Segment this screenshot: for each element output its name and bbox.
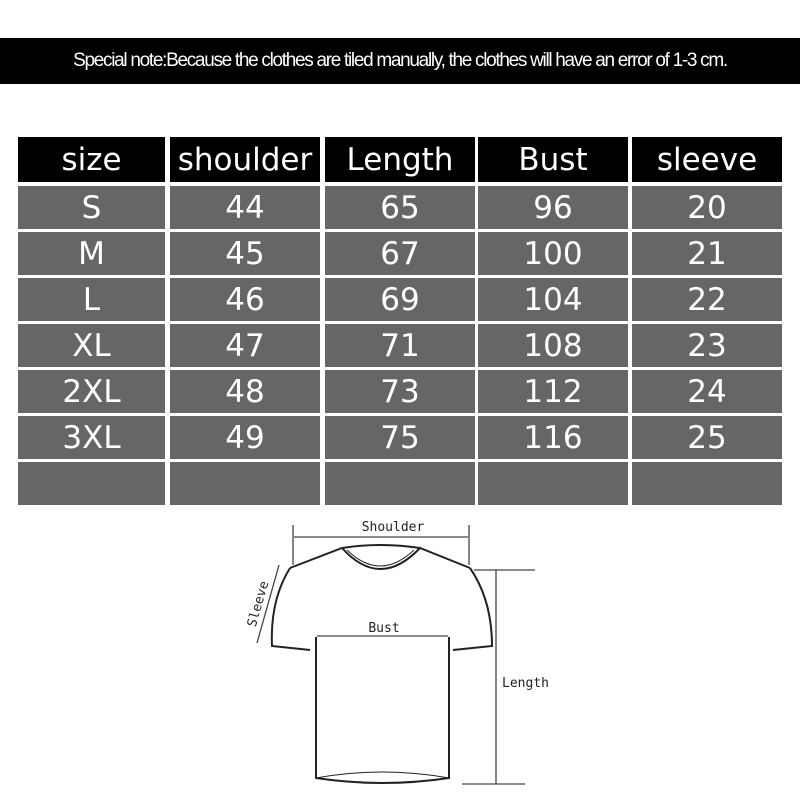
header-size: size [18,137,165,182]
bust-label: Bust [368,621,399,636]
cell-size: S [18,186,165,229]
cell-bust: 112 [478,370,628,413]
cell-sleeve: 22 [632,278,782,321]
cell-length [325,462,475,505]
cell-size: M [18,232,165,275]
header-bust: Bust [478,137,628,182]
header-length: Length [325,137,475,182]
cell-size: 2XL [18,370,165,413]
cell-size [18,462,165,505]
cell-sleeve [632,462,782,505]
cell-bust [478,462,628,505]
cell-sleeve: 25 [632,416,782,459]
cell-bust: 100 [478,232,628,275]
cell-shoulder: 49 [170,416,320,459]
cell-bust: 96 [478,186,628,229]
cell-shoulder: 48 [170,370,320,413]
cell-shoulder: 46 [170,278,320,321]
cell-sleeve: 23 [632,324,782,367]
cell-size: 3XL [18,416,165,459]
cell-length: 67 [325,232,475,275]
cell-sleeve: 21 [632,232,782,275]
cell-size: XL [18,324,165,367]
cell-length: 75 [325,416,475,459]
cell-length: 73 [325,370,475,413]
cell-bust: 104 [478,278,628,321]
cell-shoulder: 47 [170,324,320,367]
tshirt-outline [270,544,494,784]
cell-length: 71 [325,324,475,367]
cell-length: 69 [325,278,475,321]
length-label: Length [502,676,549,691]
cell-bust: 108 [478,324,628,367]
cell-size: L [18,278,165,321]
shoulder-label: Shoulder [362,520,425,535]
cell-sleeve: 24 [632,370,782,413]
cell-bust: 116 [478,416,628,459]
header-shoulder: shoulder [170,137,320,182]
cell-shoulder [170,462,320,505]
measurement-lines [256,525,535,785]
special-note-banner: Special note:Because the clothes are til… [0,38,800,84]
cell-shoulder: 44 [170,186,320,229]
header-sleeve: sleeve [632,137,782,182]
cell-length: 65 [325,186,475,229]
cell-sleeve: 20 [632,186,782,229]
cell-shoulder: 45 [170,232,320,275]
